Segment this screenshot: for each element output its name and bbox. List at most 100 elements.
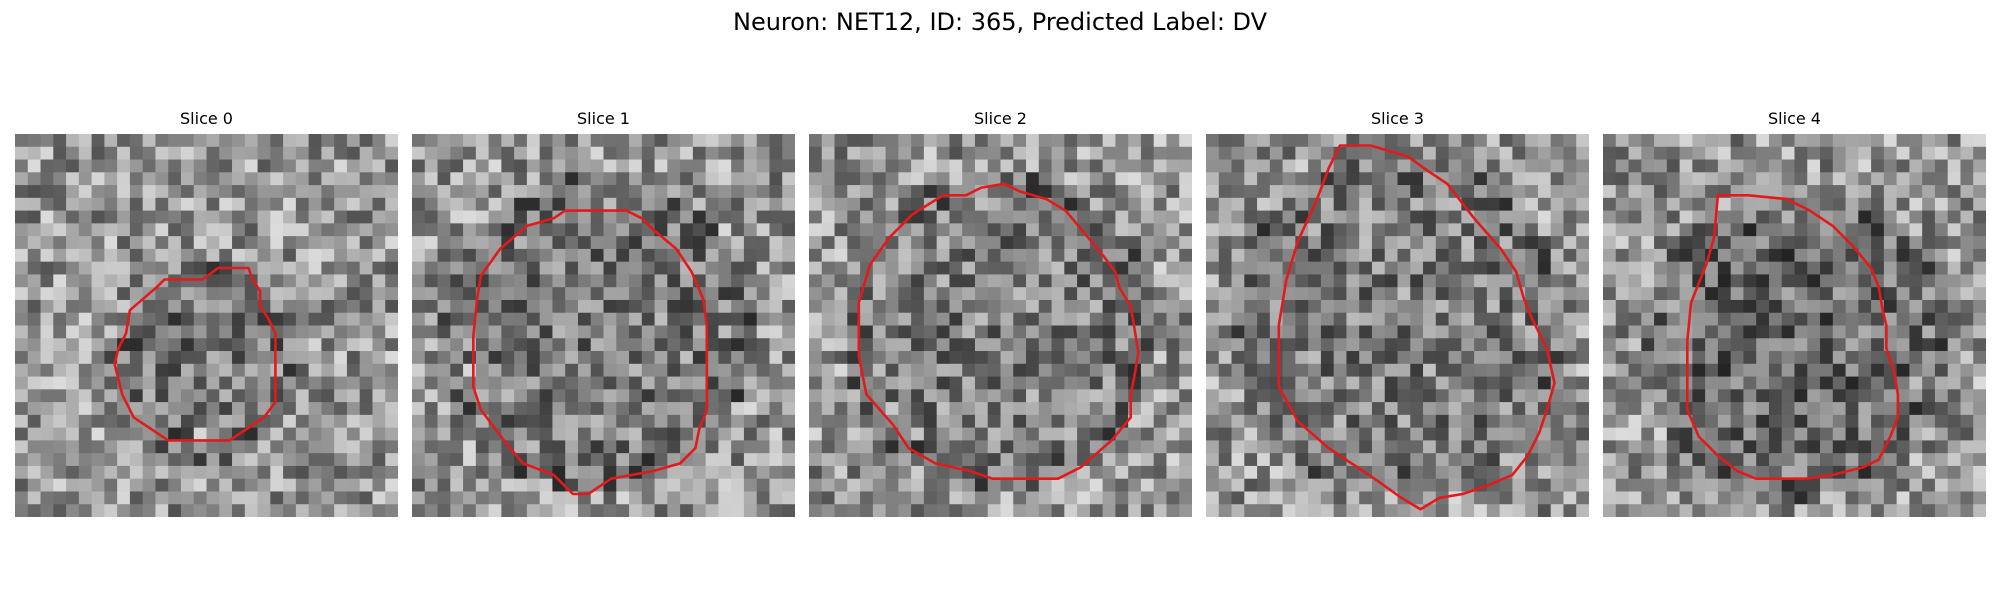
pixel-cell [898,377,911,390]
pixel-cell [1179,377,1192,390]
pixel-cell [667,377,680,390]
pixel-cell [1474,440,1487,453]
pixel-cell [1077,274,1090,287]
pixel-cell [1232,185,1245,198]
pixel-cell [1680,223,1693,236]
pixel-cell [155,249,168,262]
pixel-cell [1960,262,1973,275]
pixel-cell [412,262,425,275]
pixel-cell [1090,249,1103,262]
pixel-cell [130,479,143,492]
pixel-cell [898,402,911,415]
pixel-cell [1897,326,1910,339]
pixel-cell [92,287,105,300]
pixel-cell [1026,160,1039,173]
pixel-cell [1820,160,1833,173]
pixel-cell [1922,274,1935,287]
pixel-cell [450,377,463,390]
pixel-cell [540,236,553,249]
pixel-cell [270,351,283,364]
pixel-cell [1474,326,1487,339]
pixel-cell [219,211,232,224]
pixel-cell [1563,326,1576,339]
pixel-cell [207,453,220,466]
pixel-cell [873,504,886,517]
pixel-cell [1206,338,1219,351]
pixel-cell [1398,274,1411,287]
pixel-cell [1960,402,1973,415]
pixel-cell [1667,185,1680,198]
pixel-cell [1884,287,1897,300]
pixel-cell [1922,236,1935,249]
pixel-cell [1449,223,1462,236]
pixel-cell [1219,223,1232,236]
pixel-cell [988,338,1001,351]
pixel-cell [425,479,438,492]
pixel-cell [822,198,835,211]
pixel-cell [181,249,194,262]
pixel-cell [1423,377,1436,390]
pixel-cell [565,364,578,377]
pixel-cell [53,338,66,351]
pixel-cell [425,440,438,453]
pixel-cell [1206,262,1219,275]
pixel-cell [207,160,220,173]
pixel-cell [1026,287,1039,300]
pixel-cell [412,172,425,185]
pixel-cell [321,147,334,160]
pixel-cell [1756,300,1769,313]
pixel-cell [1103,211,1116,224]
pixel-cell [1487,491,1500,504]
pixel-cell [937,351,950,364]
pixel-cell [1077,364,1090,377]
pixel-cell [873,300,886,313]
pixel-cell [438,223,451,236]
pixel-cell [1680,160,1693,173]
pixel-cell [1973,326,1986,339]
pixel-cell [591,326,604,339]
pixel-cell [412,428,425,441]
pixel-cell [1166,326,1179,339]
pixel-cell [1026,466,1039,479]
pixel-cell [1461,172,1474,185]
pixel-cell [1128,338,1141,351]
pixel-cell [1474,249,1487,262]
pixel-cell [155,415,168,428]
pixel-cell [540,338,553,351]
pixel-cell [1769,402,1782,415]
pixel-cell [757,491,770,504]
pixel-cell [769,160,782,173]
pixel-cell [782,211,795,224]
pixel-cell [1960,479,1973,492]
pixel-cell [757,351,770,364]
pixel-cell [1922,147,1935,160]
pixel-cell [385,300,398,313]
pixel-cell [860,402,873,415]
pixel-cell [104,185,117,198]
pixel-cell [438,440,451,453]
pixel-cell [718,504,731,517]
pixel-cell [1487,351,1500,364]
pixel-cell [1525,134,1538,147]
pixel-cell [41,326,54,339]
pixel-cell [1500,134,1513,147]
pixel-cell [540,389,553,402]
pixel-cell [245,211,258,224]
pixel-cell [117,453,130,466]
pixel-cell [1449,479,1462,492]
pixel-cell [1257,491,1270,504]
pixel-cell [706,491,719,504]
pixel-cell [92,466,105,479]
pixel-cell [1308,134,1321,147]
pixel-cell [616,351,629,364]
pixel-cell [527,262,540,275]
pixel-cell [1769,160,1782,173]
pixel-cell [207,428,220,441]
pixel-cell [412,249,425,262]
pixel-cell [949,172,962,185]
pixel-cell [565,466,578,479]
pixel-cell [1641,198,1654,211]
pixel-cell [1001,364,1014,377]
pixel-cell [1141,223,1154,236]
pixel-cell [1308,236,1321,249]
